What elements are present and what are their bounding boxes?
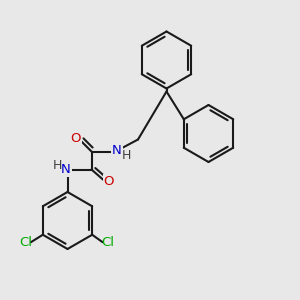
Text: Cl: Cl <box>102 236 115 249</box>
Text: H: H <box>52 159 62 172</box>
Text: N: N <box>61 163 71 176</box>
Text: O: O <box>71 131 81 145</box>
Text: Cl: Cl <box>19 236 32 249</box>
Text: O: O <box>104 175 114 188</box>
Text: H: H <box>121 148 131 162</box>
Text: N: N <box>112 144 122 158</box>
